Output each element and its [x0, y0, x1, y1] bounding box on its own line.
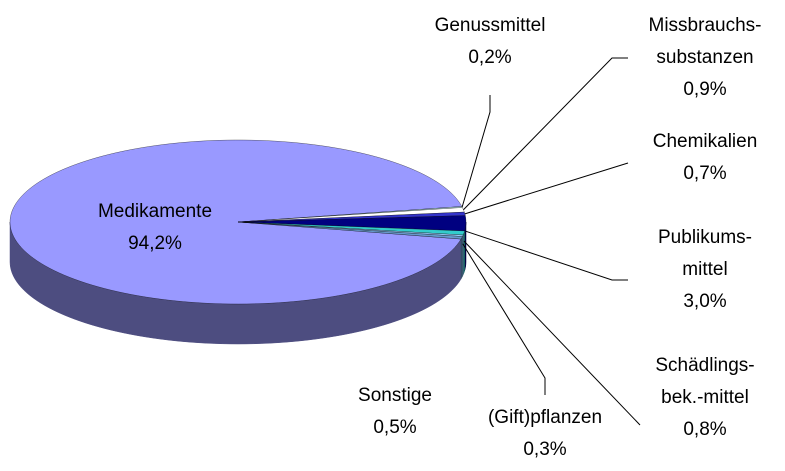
- slice: [237, 221, 463, 240]
- slice-label: Medikamente: [97, 201, 213, 222]
- slice: [9, 139, 463, 305]
- value-label: 3,0%: [683, 291, 727, 312]
- leader-line: [465, 230, 628, 281]
- value-label: 94,2%: [128, 233, 182, 254]
- slice-label: (Gift)pflanzen: [487, 407, 603, 428]
- value-label: 0,5%: [373, 417, 417, 438]
- slice-label: Missbrauchs- substanzen: [648, 15, 762, 68]
- value-label: 0,3%: [523, 439, 567, 460]
- value-label: 0,2%: [468, 47, 512, 68]
- leader-line: [462, 243, 546, 395]
- leader-line: [461, 95, 491, 208]
- slice-label: Publikums- mittel: [658, 227, 752, 280]
- slice: [237, 215, 467, 232]
- slice-label: Chemikalien: [652, 131, 758, 152]
- slice-side: [460, 236, 463, 280]
- value-label: 0,7%: [683, 163, 727, 184]
- leader-line: [464, 162, 629, 215]
- slice-label: Genussmittel: [434, 15, 546, 36]
- value-label: 0,9%: [683, 79, 727, 100]
- value-label: 0,8%: [683, 419, 727, 440]
- leader-line: [463, 57, 628, 211]
- slice-label: Sonstige: [358, 385, 432, 406]
- leader-line: [463, 240, 641, 426]
- slice-label: Schädlings- bek.-mittel: [655, 355, 755, 408]
